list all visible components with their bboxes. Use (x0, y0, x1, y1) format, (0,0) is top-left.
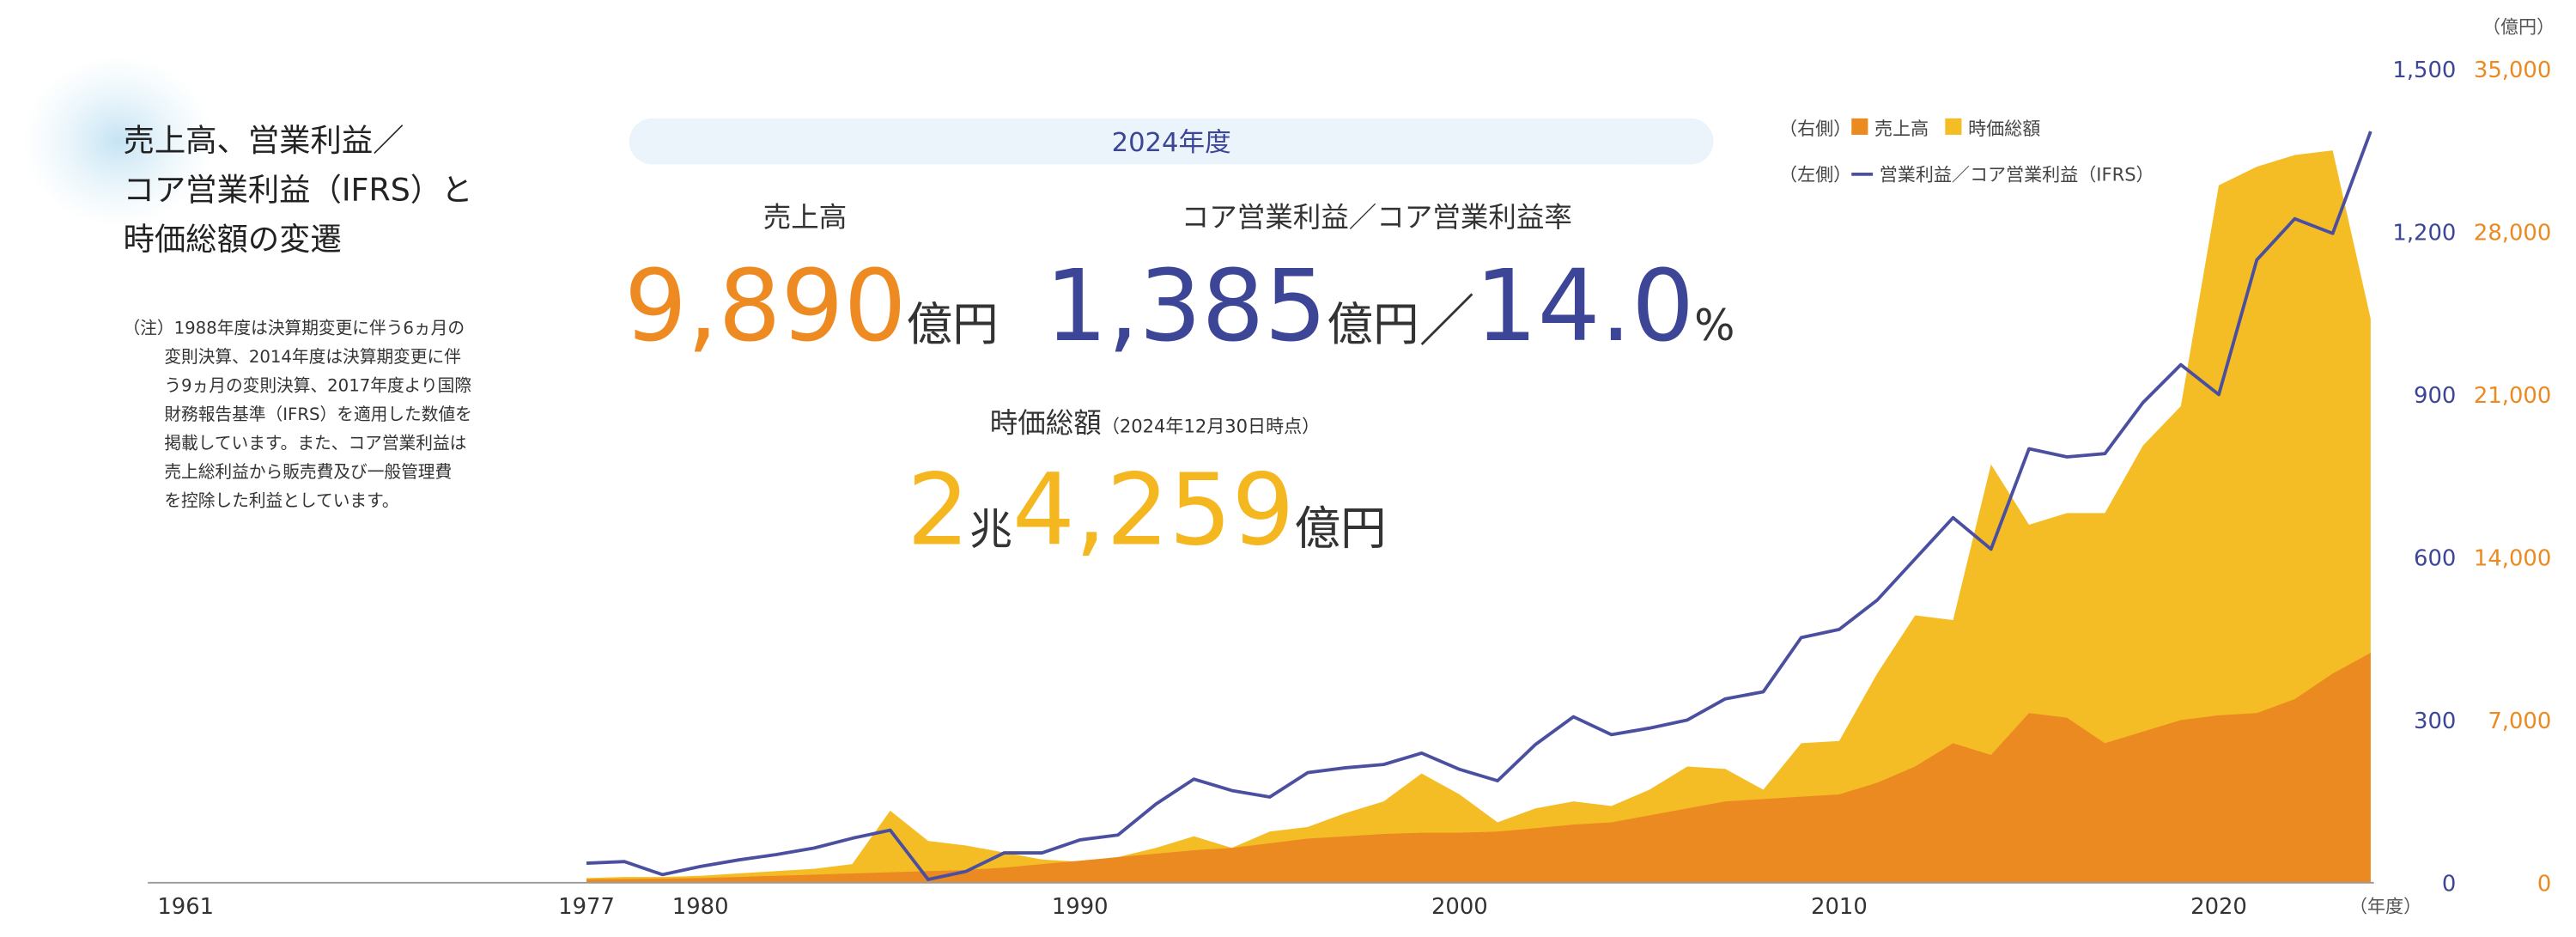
x-unit: （年度） (2349, 895, 2421, 916)
y-tick-label: 1,500 (2392, 58, 2456, 83)
y2-tick-label: 21,000 (2474, 383, 2551, 409)
cap-value: 4,259 (1012, 453, 1295, 569)
legend-label: 時価総額 (1968, 118, 2040, 139)
area (586, 653, 2371, 883)
rate-unit: % (1694, 301, 1735, 350)
cap-trillion-unit: 兆 (969, 505, 1012, 555)
cap-label: 時価総額（2024年12月30日時点） (990, 406, 1320, 439)
x-tick-label: 2020 (2190, 894, 2247, 920)
y2-tick-label: 35,000 (2474, 58, 2551, 83)
y-unit: （億円） (2482, 15, 2555, 37)
note-line: 掲載しています。また、コア営業利益は (164, 434, 466, 453)
profit-value: 1,385 (1045, 249, 1327, 364)
banner-text: 2024年度 (1112, 128, 1231, 158)
title-line: 時価総額の変遷 (123, 221, 341, 258)
note: （注）1988年度は決算期変更に伴う6ヵ月の 変則決算、2014年度は決算期変更… (123, 319, 471, 511)
cap-unit: 億円 (1294, 502, 1386, 556)
title-line: コア営業利益（IFRS）と (123, 172, 472, 209)
y-tick-label: 900 (2414, 383, 2456, 409)
profit-sep: ／ (1419, 289, 1475, 354)
legend-swatch (1851, 118, 1868, 135)
y-tick-label: 1,200 (2392, 220, 2456, 246)
line (586, 131, 2372, 881)
note-line: 変則決算、2014年度は決算期変更に伴 (164, 347, 461, 367)
note-line: （注）1988年度は決算期変更に伴う6ヵ月の (123, 319, 465, 338)
y2-tick-label: 7,000 (2488, 709, 2551, 734)
x-tick-label: 2010 (1811, 894, 1868, 920)
profit-unit: 億円 (1327, 297, 1419, 351)
cap-note: （2024年12月30日時点） (1102, 415, 1320, 436)
y2-tick-label: 28,000 (2474, 220, 2551, 246)
note-line: を控除した利益としています。 (164, 491, 398, 511)
cap-label-text: 時価総額 (990, 406, 1102, 439)
cap-trillion: 2 (907, 453, 969, 569)
x-tick-label: 2000 (1431, 894, 1488, 920)
y2-tick-label: 14,000 (2474, 545, 2551, 571)
x-tick-label: 1977 (558, 894, 615, 920)
sales-unit: 億円 (907, 297, 999, 351)
plot-area (148, 131, 2374, 884)
profit-figure: 1,385億円／14.0% (1045, 249, 1735, 364)
rate-value: 14.0 (1475, 249, 1695, 364)
sales-value: 9,890 (624, 249, 907, 364)
sales-figure: 9,890億円 (624, 249, 999, 364)
note-line: う9ヵ月の変則決算、2017年度より国際 (164, 376, 471, 396)
cap-figure: 2兆4,259億円 (907, 453, 1387, 569)
y2-tick-label: 0 (2537, 871, 2551, 897)
legend-group-label: （右側） (1779, 118, 1851, 139)
x-tick-label: 1980 (672, 894, 729, 920)
banner (629, 118, 1714, 165)
legend-label: 売上高 (1874, 118, 1929, 139)
legend-swatch (1945, 118, 1962, 135)
x-tick-label: 1961 (157, 894, 214, 920)
watercolor-blob (22, 56, 214, 228)
legend-group-label: （左側） (1779, 164, 1851, 186)
title-line: 売上高、営業利益／ (123, 122, 404, 159)
area (586, 150, 2371, 883)
note-line: 財務報告基準（IFRS）を適用した数値を (164, 405, 472, 424)
y-tick-label: 300 (2414, 709, 2456, 734)
note-line: 売上総利益から販売費及び一般管理費 (164, 462, 452, 482)
title: 売上高、営業利益／ コア営業利益（IFRS）と 時価総額の変遷 (123, 122, 472, 258)
legend-label: 営業利益／コア営業利益（IFRS） (1880, 164, 2154, 186)
y-tick-label: 600 (2414, 545, 2456, 571)
x-tick-label: 1990 (1052, 894, 1109, 920)
sales-label: 売上高 (763, 201, 848, 234)
y-tick-label: 0 (2442, 871, 2456, 897)
profit-label: コア営業利益／コア営業利益率 (1182, 201, 1572, 234)
